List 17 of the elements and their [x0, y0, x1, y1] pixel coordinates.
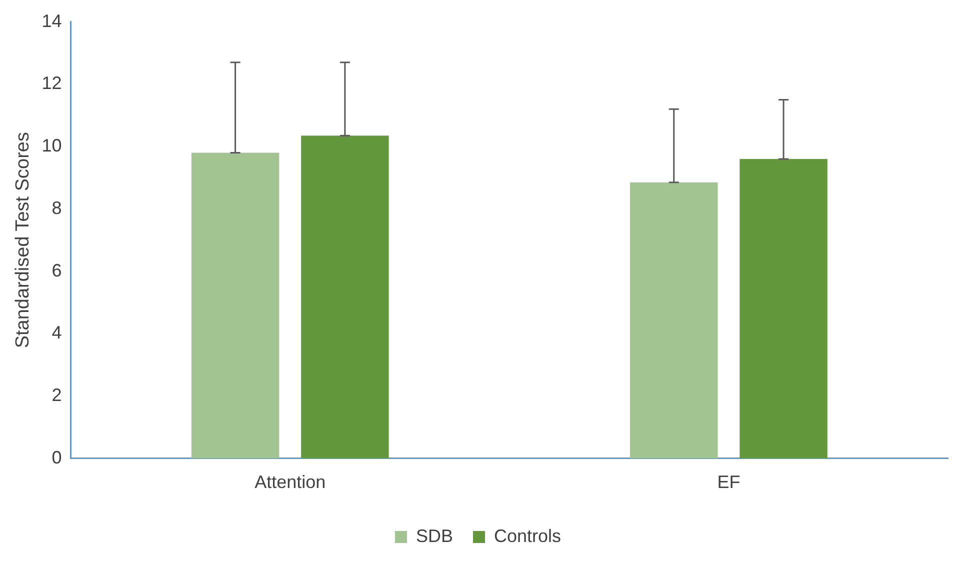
y-tick-label: 6: [52, 260, 62, 280]
y-tick-label: 8: [52, 198, 62, 218]
bar: [191, 152, 280, 458]
y-tick-label: 0: [52, 447, 62, 468]
bar: [740, 159, 828, 458]
y-tick-label: 12: [42, 73, 62, 94]
bar: [630, 182, 718, 458]
legend-label: SDB: [416, 526, 453, 546]
y-axis-title: Standardised Test Scores: [12, 132, 34, 348]
y-tick-label: 4: [52, 322, 62, 343]
x-tick-label: Attention: [254, 472, 326, 492]
legend-label: Controls: [494, 526, 562, 546]
y-tick-label: 14: [42, 10, 62, 31]
y-tick-label: 10: [42, 136, 62, 156]
bar: [301, 136, 389, 458]
x-tick-label: EF: [717, 472, 740, 492]
y-tick-label: 2: [52, 384, 62, 405]
